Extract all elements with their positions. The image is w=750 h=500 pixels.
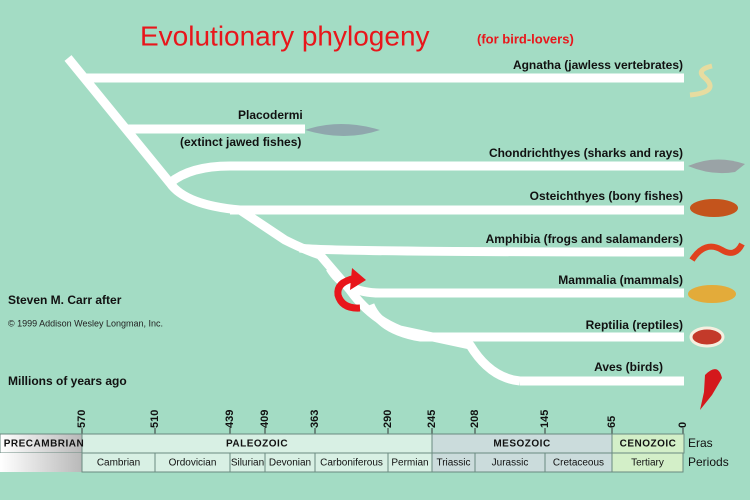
fish-icon <box>690 199 738 217</box>
period-label: Permian <box>391 458 428 469</box>
placoderm-icon <box>305 124 380 136</box>
copyright: © 1999 Addison Wesley Longman, Inc. <box>8 318 163 328</box>
period-band: Cambrian Ordovician Silurian Devonian Carbon… <box>81 452 684 473</box>
tick-label: 290 <box>382 410 394 428</box>
tick-label: 409 <box>259 410 271 428</box>
period-label: Carboniferous <box>320 458 383 469</box>
credit: Steven M. Carr after <box>8 293 122 307</box>
period-label: Ordovician <box>169 458 217 469</box>
mammal-icon <box>688 285 736 303</box>
agnatha-icon <box>689 63 713 98</box>
title: Evolutionary phylogeny <box>140 20 430 51</box>
period-label: Cretaceous <box>553 458 604 469</box>
era-label: PRECAMBRIAN <box>4 439 85 450</box>
tick-label: 145 <box>539 410 551 428</box>
precambrian-fill <box>0 453 82 472</box>
tick-label: 65 <box>606 416 618 428</box>
taxon-label: Chondrichthyes (sharks and rays) <box>489 146 683 160</box>
tick-label: 245 <box>426 410 438 428</box>
period-label: Jurassic <box>492 458 529 469</box>
periods-label: Periods <box>688 455 729 469</box>
arrow-icon <box>334 268 366 312</box>
taxon-label: Amphibia (frogs and salamanders) <box>486 232 683 246</box>
branch <box>299 243 685 257</box>
taxon-label: Mammalia (mammals) <box>558 273 683 287</box>
taxon-label: Osteichthyes (bony fishes) <box>530 189 683 203</box>
shark-icon <box>688 159 745 174</box>
branch <box>167 161 684 187</box>
tick-label: 510 <box>149 410 161 428</box>
period-label: Tertiary <box>631 458 664 469</box>
period-label: Devonian <box>269 458 311 469</box>
branch <box>326 265 684 298</box>
tick-label: 0 <box>677 422 689 428</box>
tick-label: 363 <box>309 410 321 428</box>
taxon-label: Reptilia (reptiles) <box>586 318 683 332</box>
subtitle: (for bird-lovers) <box>477 31 574 46</box>
salamander-icon <box>689 242 745 262</box>
tick-label: 570 <box>76 410 88 428</box>
branch <box>365 303 684 342</box>
era-label: MESOZOIC <box>493 439 550 450</box>
axis-label: Millions of years ago <box>8 374 127 388</box>
taxon-label: Placodermi <box>238 108 303 122</box>
period-cell <box>611 452 684 473</box>
period-label: Triassic <box>436 458 470 469</box>
taxon-note: (extinct jawed fishes) <box>180 135 301 149</box>
animal-icons <box>305 63 745 410</box>
era-label: PALEOZOIC <box>226 439 288 450</box>
bird-icon <box>700 369 722 410</box>
tick-label: 208 <box>469 410 481 428</box>
period-label: Silurian <box>231 458 264 469</box>
tick-label: 439 <box>224 410 236 428</box>
taxon-label: Aves (birds) <box>594 360 663 374</box>
reptile-icon <box>689 326 725 348</box>
period-label: Cambrian <box>97 458 140 469</box>
tree <box>64 55 685 386</box>
eras-label: Eras <box>688 436 713 450</box>
time-ticks: 570 510 439 409 363 290 245 208 145 65 0 <box>76 410 689 434</box>
era-label: CENOZOIC <box>620 439 677 450</box>
taxon-label: Agnatha (jawless vertebrates) <box>513 58 683 72</box>
